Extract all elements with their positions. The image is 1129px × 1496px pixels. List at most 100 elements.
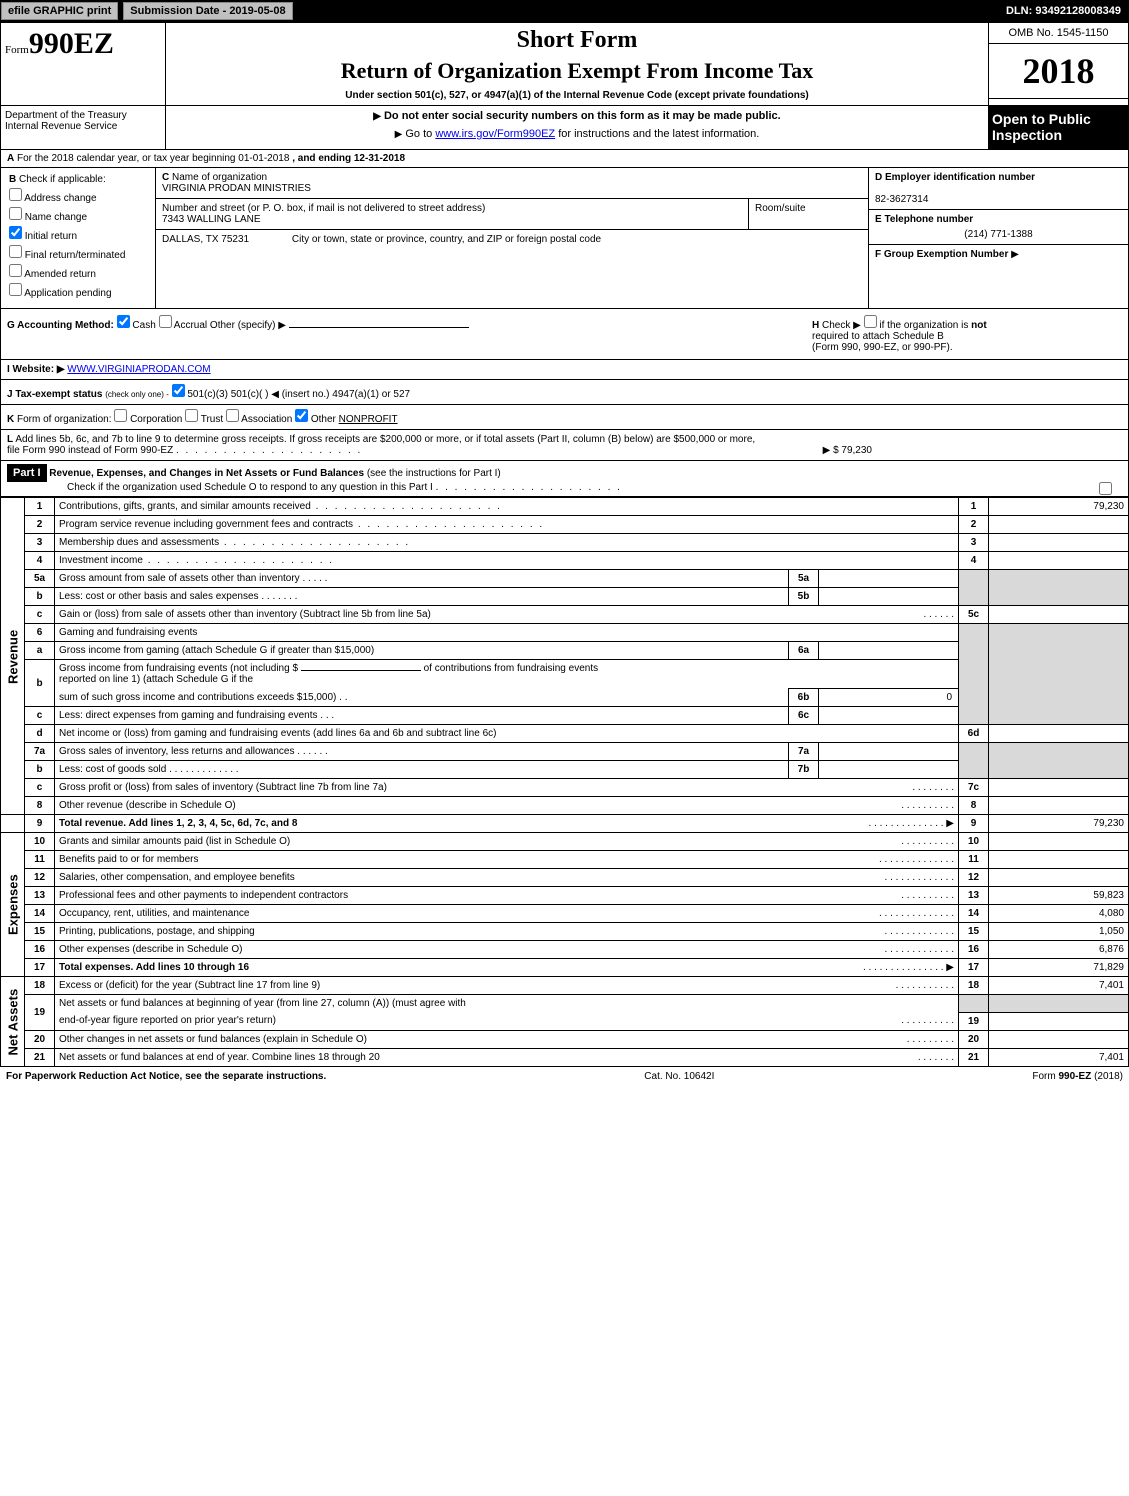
l-text2: file Form 990 instead of Form 990-EZ bbox=[7, 445, 173, 456]
submission-date-box: Submission Date - 2019-05-08 bbox=[123, 2, 292, 20]
top-bar: efile GRAPHIC print Submission Date - 20… bbox=[0, 0, 1129, 22]
grey-6-val bbox=[989, 624, 1129, 725]
checkbox-amended-return[interactable] bbox=[9, 264, 22, 277]
check-address-change[interactable]: Address change bbox=[9, 188, 147, 204]
irs-link[interactable]: www.irs.gov/Form990EZ bbox=[435, 128, 555, 140]
checkbox-name-change[interactable] bbox=[9, 207, 22, 220]
line-5b-mv bbox=[819, 588, 959, 606]
b-letter: B bbox=[9, 174, 16, 185]
part-i-instr: (see the instructions for Part I) bbox=[367, 468, 501, 479]
checkbox-final-return[interactable] bbox=[9, 245, 22, 258]
line-20-rn: 20 bbox=[959, 1030, 989, 1048]
line-6b-desc3: reported on line 1) (attach Schedule G i… bbox=[59, 674, 253, 685]
h-not: not bbox=[971, 320, 987, 331]
line-6b-blank bbox=[301, 670, 421, 671]
line-2-desc: Program service revenue including govern… bbox=[59, 519, 353, 530]
line-9-rv: 79,230 bbox=[989, 815, 1129, 833]
side-label-net-assets: Net Assets bbox=[1, 977, 25, 1067]
check-amended-return[interactable]: Amended return bbox=[9, 264, 147, 280]
footer-left: For Paperwork Reduction Act Notice, see … bbox=[6, 1071, 326, 1082]
under-section-text: Under section 501(c), 527, or 4947(a)(1)… bbox=[174, 90, 980, 101]
line-1-num: 1 bbox=[25, 498, 55, 516]
footer-form-word: Form bbox=[1032, 1071, 1055, 1082]
checkbox-application-pending[interactable] bbox=[9, 283, 22, 296]
part-i-title: Revenue, Expenses, and Changes in Net As… bbox=[49, 468, 364, 479]
checkbox-h[interactable] bbox=[864, 315, 877, 328]
checkbox-501c3[interactable] bbox=[172, 384, 185, 397]
row-a-ending: , and ending 12-31-2018 bbox=[292, 153, 405, 164]
k-corp: Corporation bbox=[130, 414, 182, 425]
city-label: City or town, state or province, country… bbox=[292, 234, 601, 245]
h-form990: (Form 990, 990-EZ, or 990-PF). bbox=[812, 342, 953, 353]
line-10: Expenses 10 Grants and similar amounts p… bbox=[1, 833, 1129, 851]
checkbox-accrual[interactable] bbox=[159, 315, 172, 328]
line-5a-mn: 5a bbox=[789, 570, 819, 588]
room-suite-label: Room/suite bbox=[748, 199, 868, 230]
line-4: 4 Investment income 4 bbox=[1, 552, 1129, 570]
line-13-rv: 59,823 bbox=[989, 887, 1129, 905]
line-11: 11 Benefits paid to or for members . . .… bbox=[1, 851, 1129, 869]
g-column: G Accounting Method: Cash Accrual Other … bbox=[7, 315, 812, 353]
checkbox-initial-return[interactable] bbox=[9, 226, 22, 239]
line-5c-rn: 5c bbox=[959, 606, 989, 624]
line-8-num: 8 bbox=[25, 797, 55, 815]
h-column: H Check ▶ if the organization is not req… bbox=[812, 315, 1122, 353]
check-initial-return[interactable]: Initial return bbox=[9, 226, 147, 242]
line-17-desc: Total expenses. Add lines 10 through 16 bbox=[59, 962, 249, 973]
line-18-rn: 18 bbox=[959, 977, 989, 995]
line-21-desc: Net assets or fund balances at end of ye… bbox=[59, 1052, 380, 1063]
check-application-pending[interactable]: Application pending bbox=[9, 283, 147, 299]
form-title-box: Short Form Return of Organization Exempt… bbox=[166, 23, 988, 105]
omb-number: OMB No. 1545-1150 bbox=[989, 23, 1128, 44]
line-4-rv bbox=[989, 552, 1129, 570]
dept-box: Department of the Treasury Internal Reve… bbox=[1, 105, 166, 149]
line-7c: c Gross profit or (loss) from sales of i… bbox=[1, 779, 1129, 797]
efile-print-button[interactable]: efile GRAPHIC print bbox=[1, 2, 118, 20]
part-i-label: Part I bbox=[7, 464, 47, 482]
line-15-num: 15 bbox=[25, 923, 55, 941]
line-6a-desc: Gross income from gaming (attach Schedul… bbox=[59, 645, 374, 656]
form-number: 990EZ bbox=[29, 27, 114, 60]
checkbox-address-change[interactable] bbox=[9, 188, 22, 201]
grey-19-val bbox=[989, 995, 1129, 1013]
goto-tail: for instructions and the latest informat… bbox=[558, 128, 759, 140]
line-9: 9 Total revenue. Add lines 1, 2, 3, 4, 5… bbox=[1, 815, 1129, 833]
line-19-desc2: end-of-year figure reported on prior yea… bbox=[59, 1015, 276, 1026]
open-public-2: Inspection bbox=[992, 127, 1124, 143]
line-5a-mv bbox=[819, 570, 959, 588]
name-column: C Name of organization VIRGINIA PRODAN M… bbox=[156, 168, 868, 308]
short-form-title: Short Form bbox=[174, 27, 980, 54]
irs-line: Internal Revenue Service bbox=[5, 121, 161, 132]
line-3-rn: 3 bbox=[959, 534, 989, 552]
checkbox-trust[interactable] bbox=[185, 409, 198, 422]
ein-value: 82-3627314 bbox=[875, 194, 928, 205]
checkbox-corp[interactable] bbox=[114, 409, 127, 422]
line-3-num: 3 bbox=[25, 534, 55, 552]
line-16-num: 16 bbox=[25, 941, 55, 959]
checkbox-cash[interactable] bbox=[117, 315, 130, 328]
k-trust: Trust bbox=[201, 414, 223, 425]
line-6d-rn: 6d bbox=[959, 725, 989, 743]
line-21-num: 21 bbox=[25, 1048, 55, 1066]
line-18-desc: Excess or (deficit) for the year (Subtra… bbox=[59, 980, 320, 991]
check-final-return[interactable]: Final return/terminated bbox=[9, 245, 147, 261]
g-other-blank bbox=[289, 327, 469, 328]
line-12: 12 Salaries, other compensation, and emp… bbox=[1, 869, 1129, 887]
grey-6 bbox=[959, 624, 989, 725]
form-word: Form bbox=[5, 44, 29, 56]
website-link[interactable]: WWW.VIRGINIAPRODAN.COM bbox=[67, 364, 210, 375]
c-label: C bbox=[162, 172, 169, 183]
form-number-box: Form990EZ bbox=[1, 23, 166, 105]
checkbox-schedule-o[interactable] bbox=[1099, 482, 1112, 495]
check-name-change[interactable]: Name change bbox=[9, 207, 147, 223]
name-change-text: Name change bbox=[25, 212, 87, 223]
e-label: E Telephone number bbox=[875, 214, 973, 225]
line-6c-num: c bbox=[25, 707, 55, 725]
top-bar-left: efile GRAPHIC print Submission Date - 20… bbox=[0, 1, 293, 21]
line-9-desc: Total revenue. Add lines 1, 2, 3, 4, 5c,… bbox=[59, 818, 297, 829]
footer: For Paperwork Reduction Act Notice, see … bbox=[0, 1067, 1129, 1086]
line-6a-num: a bbox=[25, 642, 55, 660]
checkbox-assoc[interactable] bbox=[226, 409, 239, 422]
checkbox-other-org[interactable] bbox=[295, 409, 308, 422]
part-i-check-text: Check if the organization used Schedule … bbox=[67, 482, 433, 493]
